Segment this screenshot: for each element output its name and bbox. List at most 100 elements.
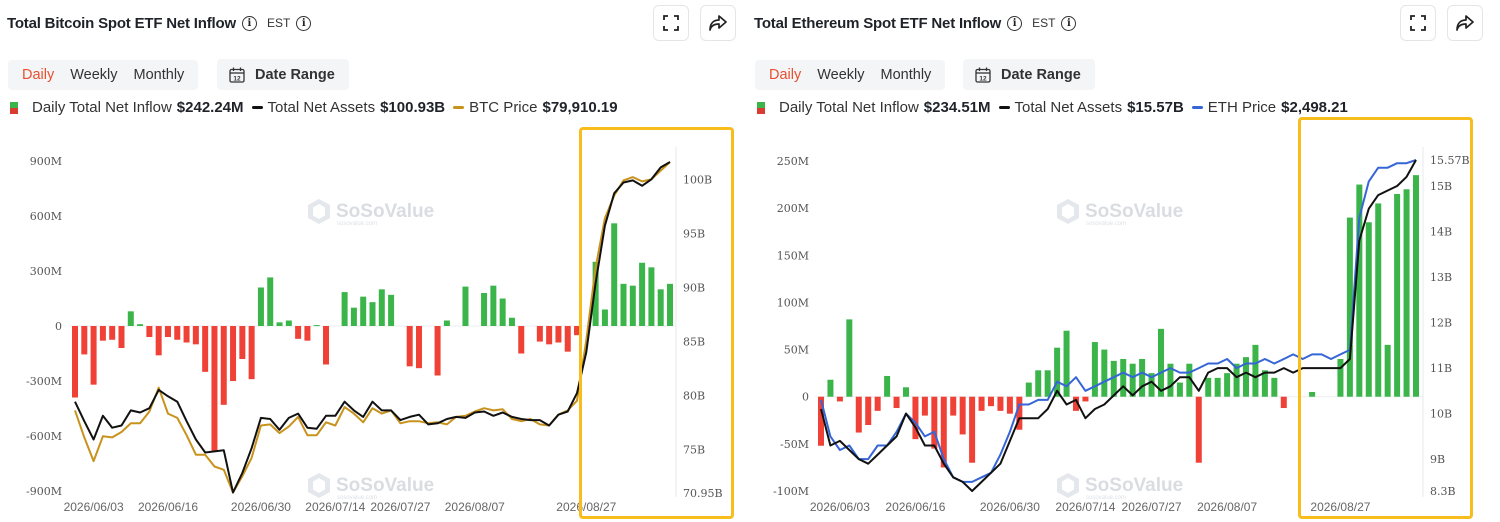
outflow-bar <box>406 326 413 367</box>
right-axis-tick: 8.3B <box>1430 485 1456 498</box>
share-icon <box>709 15 727 31</box>
right-axis-tick: 11B <box>1430 362 1452 375</box>
btc-legend: Daily Total Net Inflow $242.24M Total Ne… <box>10 99 626 116</box>
btc-share-button[interactable] <box>700 5 736 41</box>
btc-price-swatch <box>453 106 465 109</box>
right-axis-tick: 100B <box>683 173 712 186</box>
right-axis-tick: 85B <box>683 335 705 348</box>
inflow-bar <box>1214 377 1221 397</box>
inflow-bar <box>1120 359 1127 397</box>
inflow-bar <box>1233 363 1240 397</box>
inflow-bar <box>1139 359 1146 397</box>
outflow-bar <box>855 396 862 433</box>
date-range-label: Date Range <box>1001 66 1081 83</box>
inflow-bar <box>1224 373 1231 397</box>
x-axis-tick: 2026/07/27 <box>370 500 430 514</box>
outflow-bar <box>1016 396 1023 430</box>
right-axis-tick: 13B <box>1430 271 1452 284</box>
outflow-bar <box>1195 396 1202 463</box>
inflow-bar <box>1252 344 1259 397</box>
outflow-bar <box>1280 396 1287 409</box>
left-axis-tick: 250M <box>777 155 809 168</box>
highlight-box <box>579 127 734 519</box>
left-axis-tick: 50M <box>784 344 809 357</box>
tab-weekly[interactable]: Weekly <box>817 67 865 83</box>
eth-expand-button[interactable] <box>1400 5 1436 41</box>
legend-assets-label: Total Net Assets <box>1014 99 1123 116</box>
tab-monthly[interactable]: Monthly <box>880 67 932 83</box>
inflow-bar <box>490 285 497 326</box>
outflow-bar <box>574 326 581 336</box>
info-icon[interactable]: i <box>1061 15 1077 31</box>
tab-weekly[interactable]: Weekly <box>70 67 118 83</box>
x-axis-tick: 2026/06/16 <box>885 500 945 514</box>
info-icon[interactable]: i <box>1007 15 1023 31</box>
x-axis-tick: 2026/08/07 <box>445 500 505 514</box>
left-axis-tick: 100M <box>777 296 809 309</box>
inflow-bar <box>903 387 909 397</box>
inflow-bar <box>1394 194 1401 397</box>
eth-timezone-label: EST <box>1032 16 1056 30</box>
inflow-bar <box>611 223 618 326</box>
inflow-bar <box>350 307 357 326</box>
inflow-bar <box>1148 373 1155 397</box>
left-axis-tick: -600M <box>26 430 62 443</box>
btc-chart-title: Total Bitcoin Spot ETF Net Inflow <box>7 14 236 32</box>
outflow-bar <box>304 326 311 341</box>
eth-etf-panel: Total Ethereum Spot ETF Net Inflow i EST… <box>747 0 1500 522</box>
outflow-bar <box>518 326 525 354</box>
legend-inflow-label: Daily Total Net Inflow <box>32 99 172 116</box>
outflow-bar <box>248 326 255 380</box>
watermark-logo-inner <box>313 478 325 493</box>
inflow-bar <box>1025 382 1032 397</box>
inflow-bar <box>1309 392 1316 397</box>
outflow-bar <box>220 326 227 405</box>
outflow-bar <box>118 326 125 348</box>
legend-price-label: BTC Price <box>469 99 538 116</box>
tab-monthly[interactable]: Monthly <box>133 67 185 83</box>
calendar-icon: 12 <box>229 67 245 83</box>
outflow-bar <box>155 326 162 356</box>
inflow-bar <box>1346 217 1353 397</box>
x-axis-tick: 2026/07/27 <box>1122 500 1182 514</box>
inflow-bar <box>1205 377 1212 397</box>
eth-share-button[interactable] <box>1447 5 1483 41</box>
left-axis-tick: 600M <box>30 210 62 223</box>
watermark-text: SoSoValue <box>336 475 434 496</box>
eth-date-range-button[interactable]: 12 Date Range <box>963 59 1095 90</box>
left-axis-tick: -300M <box>26 375 62 388</box>
expand-icon <box>663 15 679 31</box>
inflow-bar <box>620 283 627 326</box>
eth-title-row: Total Ethereum Spot ETF Net Inflow i EST… <box>754 12 1077 34</box>
inflow-swatch <box>10 101 18 114</box>
btc-date-range-button[interactable]: 12 Date Range <box>217 59 349 90</box>
inflow-bar <box>1384 344 1391 397</box>
legend-inflow-label: Daily Total Net Inflow <box>779 99 919 116</box>
x-axis-tick: 2026/06/30 <box>980 500 1040 514</box>
outflow-bar <box>164 326 171 337</box>
outflow-bar <box>940 396 947 468</box>
info-icon[interactable]: i <box>241 15 257 31</box>
eth-price-swatch <box>1191 106 1203 109</box>
info-icon[interactable]: i <box>296 15 312 31</box>
outflow-bar <box>1073 396 1079 411</box>
outflow-bar <box>295 326 302 339</box>
inflow-bar <box>1356 184 1363 397</box>
outflow-bar <box>183 326 190 343</box>
btc-expand-button[interactable] <box>653 5 689 41</box>
left-axis-tick: 900M <box>30 155 62 168</box>
inflow-bar <box>257 287 264 326</box>
outflow-bar <box>323 326 330 365</box>
tab-daily[interactable]: Daily <box>769 67 802 83</box>
tab-daily[interactable]: Daily <box>22 67 55 83</box>
outflow-bar <box>415 326 422 369</box>
inflow-bar <box>846 319 853 397</box>
btc-etf-panel: Total Bitcoin Spot ETF Net Inflow i EST … <box>0 0 745 522</box>
eth-legend: Daily Total Net Inflow $234.51M Total Ne… <box>757 99 1356 116</box>
watermark-logo-inner <box>1062 204 1074 219</box>
left-axis-tick: 0 <box>55 320 62 333</box>
watermark-url: sosovalue.com <box>1086 495 1126 501</box>
right-axis-tick: 9B <box>1430 453 1445 466</box>
inflow-bar <box>508 317 515 326</box>
